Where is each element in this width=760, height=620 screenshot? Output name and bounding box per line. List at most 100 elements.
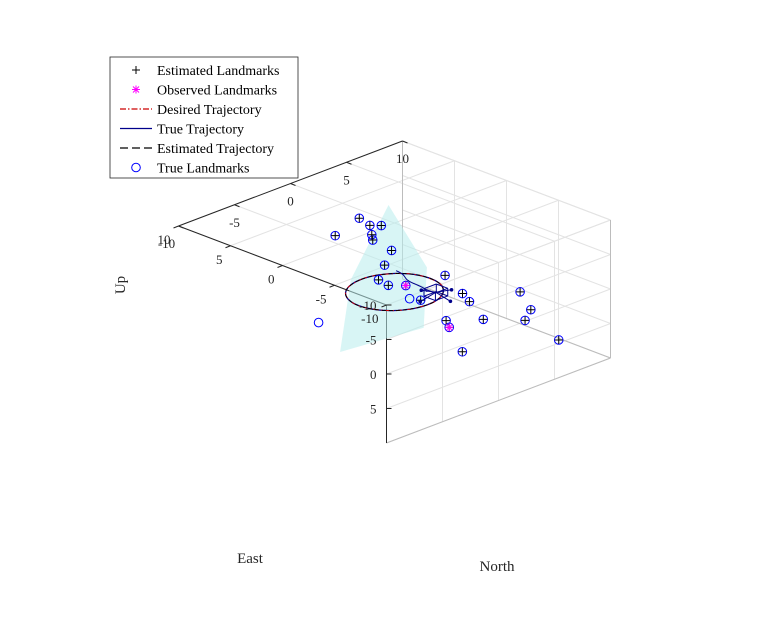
true-landmark <box>440 270 450 281</box>
vehicle-arm <box>421 289 436 293</box>
estimated-landmark <box>465 297 474 306</box>
true-trajectory-segment <box>395 270 428 293</box>
estimated-landmark <box>441 271 450 280</box>
estimated-landmark <box>442 316 451 325</box>
true-landmark <box>354 213 365 224</box>
vehicle-arm <box>435 291 451 302</box>
true-landmark <box>478 314 489 325</box>
true-landmark <box>444 322 455 333</box>
legend-label: Desired Trajectory <box>157 103 262 118</box>
true-landmark <box>365 220 375 231</box>
vehicle-rotor <box>449 287 454 292</box>
true-landmark <box>383 280 394 291</box>
box-edge <box>386 357 611 444</box>
north-tick-label: -5 <box>229 215 240 230</box>
estimated-landmark <box>521 316 530 325</box>
east-tick-label: 0 <box>268 272 275 287</box>
up-tick-label: 5 <box>370 402 377 417</box>
vehicle-rotor <box>419 288 424 293</box>
true-landmark <box>553 335 564 345</box>
estimated-landmark <box>365 221 374 230</box>
estimated-trajectory <box>345 273 444 312</box>
true-landmark <box>379 260 390 270</box>
estimated-landmark <box>554 335 563 344</box>
legend-label: True Landmarks <box>157 162 249 177</box>
estimated-landmark <box>368 236 377 245</box>
legend-marker-circle <box>131 162 141 173</box>
grid-line-wall2-up <box>402 244 611 324</box>
observed-landmark <box>445 323 454 332</box>
vehicle-edge <box>423 283 437 290</box>
estimated-landmark <box>374 275 383 284</box>
up-tick-label: -5 <box>366 333 377 348</box>
estimated-landmark <box>384 281 393 290</box>
estimated-landmark <box>355 214 364 223</box>
legend-box <box>109 56 299 179</box>
east-tick-label: 10 <box>158 232 171 247</box>
east-tick-mark <box>173 225 179 229</box>
grid-line-floor-north <box>402 140 611 221</box>
true-landmark <box>313 317 324 328</box>
legend-label: True Trajectory <box>157 123 244 138</box>
estimated-landmark <box>380 261 389 270</box>
grid-line-floor-north <box>346 161 555 242</box>
vehicle-edge <box>423 295 436 302</box>
estimated-landmark <box>526 305 535 314</box>
east-tick-label: -10 <box>361 311 378 326</box>
east-axis-label: East <box>237 551 264 567</box>
sensor-plane <box>340 205 427 353</box>
vehicle-layer <box>418 283 454 304</box>
estimated-landmark <box>458 289 467 298</box>
east-tick-mark <box>381 304 387 308</box>
east-tick-mark <box>277 265 283 268</box>
estimated-landmark <box>387 246 396 255</box>
vehicle-arm <box>435 289 452 293</box>
estimated-landmark <box>331 231 340 240</box>
true-landmark <box>464 296 475 307</box>
east-tick-label: -5 <box>316 291 327 306</box>
true-landmark <box>376 220 387 231</box>
vehicle-arm <box>419 291 437 303</box>
true-landmark <box>515 287 525 297</box>
grid-line-wall-up <box>386 323 611 409</box>
true-landmark <box>404 293 415 304</box>
true-landmark <box>386 245 397 256</box>
legend-label: Observed Landmarks <box>157 84 277 99</box>
vehicle-rotor <box>418 299 422 304</box>
true-landmark <box>366 229 377 240</box>
legend-marker-asterisk <box>132 85 140 94</box>
estimated-landmark <box>367 230 376 239</box>
grid-line-wall2-up <box>402 209 611 290</box>
north-tick-label: -10 <box>158 236 175 251</box>
legend: Estimated Landmarks Observed Landmarks Des… <box>109 56 299 179</box>
estimated-landmark <box>516 287 525 296</box>
observed-landmark <box>401 281 410 290</box>
north-tick-label: 0 <box>287 194 294 209</box>
legend-label: Estimated Trajectory <box>157 142 274 157</box>
trajectory-layer <box>344 270 445 312</box>
up-tick-label: -10 <box>359 298 376 313</box>
north-tick-mark <box>178 225 184 229</box>
east-tick-mark <box>225 245 231 249</box>
sensor-plane-layer <box>340 205 427 353</box>
true-landmark <box>526 304 536 315</box>
estimated-landmark <box>458 347 467 356</box>
north-tick-label: 10 <box>396 151 409 166</box>
true-landmark <box>457 346 468 357</box>
estimated-landmark <box>377 221 386 230</box>
legend-marker-plus <box>132 66 140 74</box>
true-landmark <box>367 235 378 245</box>
vehicle-edge <box>436 283 448 289</box>
up-axis-label: Up <box>113 276 129 294</box>
true-landmark <box>441 315 451 326</box>
estimated-landmark <box>479 315 488 324</box>
true-landmark <box>415 295 426 305</box>
north-tick-mark <box>290 183 296 186</box>
grid-line-wall-up <box>386 288 611 375</box>
north-axis-label: North <box>480 559 515 575</box>
east-tick-mark <box>329 284 335 288</box>
north-tick-label: 5 <box>343 172 350 187</box>
east-tick-label: 5 <box>216 252 223 267</box>
north-tick-mark <box>234 204 240 208</box>
